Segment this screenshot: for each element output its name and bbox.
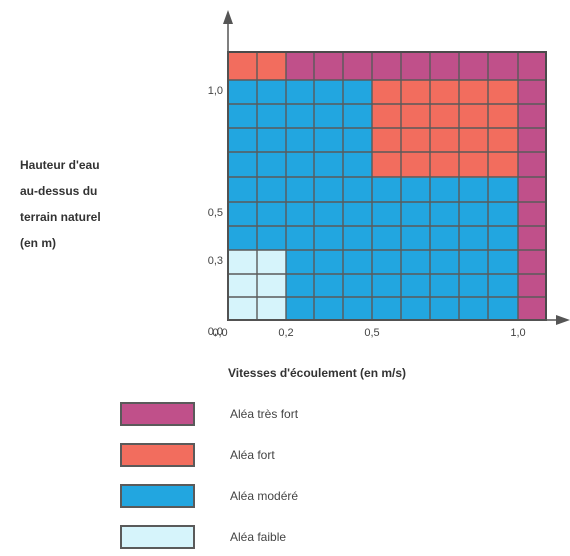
legend-swatch-tres-fort (120, 402, 195, 426)
zone-modere (286, 250, 518, 320)
y-tick-label: 0,5 (208, 207, 223, 219)
legend-item-modere: Aléa modéré (120, 484, 420, 514)
y-tick-label: 1,0 (208, 85, 223, 97)
y-axis-label-line: Hauteur d'eau (20, 158, 100, 172)
legend-item-fort: Aléa fort (120, 443, 420, 473)
legend-swatch-faible (120, 525, 195, 549)
x-tick-label: 0,0 (212, 327, 227, 339)
y-axis-label: Hauteur d'eau au-dessus du terrain natur… (20, 152, 150, 256)
zone-tres-fort (518, 80, 546, 320)
hazard-chart: 0,0 0,2 0,5 1,0 0,0 0,3 0,5 1,0 (208, 10, 570, 339)
legend-item-tres-fort: Aléa très fort (120, 402, 420, 432)
legend-label-faible: Aléa faible (230, 530, 287, 544)
x-axis-arrow-icon (556, 315, 570, 325)
x-tick-label: 1,0 (510, 327, 525, 339)
y-tick-label: 0,0 (208, 326, 223, 338)
legend-label-tres-fort: Aléa très fort (230, 407, 299, 421)
zone-fort (372, 80, 518, 178)
legend-item-faible: Aléa faible (120, 525, 420, 555)
legend-swatch-modere (120, 484, 195, 508)
x-tick-label: 0,5 (364, 327, 379, 339)
zone-modere (372, 177, 518, 202)
zone-tres-fort (286, 52, 546, 80)
x-tick-label: 0,2 (278, 327, 293, 339)
zone-modere (228, 80, 372, 202)
legend-label-fort: Aléa fort (230, 448, 275, 462)
legend-swatch-fort (120, 443, 195, 467)
y-axis-label-line: terrain naturel (20, 210, 101, 224)
legend-label-modere: Aléa modéré (230, 489, 299, 503)
y-axis-label-line: (en m) (20, 236, 56, 250)
y-axis-label-line: au-dessus du (20, 184, 98, 198)
x-axis-label: Vitesses d'écoulement (en m/s) (228, 366, 407, 380)
y-tick-label: 0,3 (208, 255, 223, 267)
y-axis-arrow-icon (223, 10, 233, 24)
